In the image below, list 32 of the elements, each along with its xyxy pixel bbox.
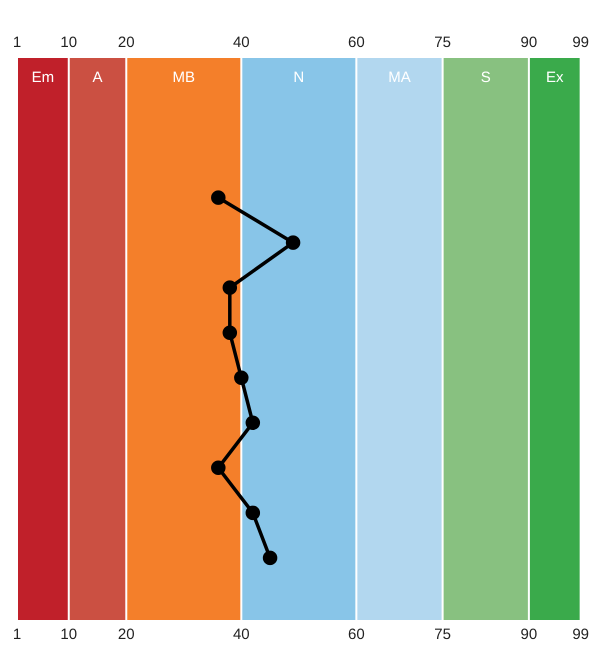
point [286,235,300,250]
x-tick-label: 90 [520,626,538,644]
x-tick-label: 10 [60,626,78,644]
x2-tick-label: 10 [60,34,78,52]
band-label: A [92,69,103,86]
point [211,190,226,205]
point [246,506,260,520]
x-tick-label: 20 [118,626,135,644]
point [211,460,226,476]
point [262,550,278,566]
x2-tick-label: 1 [12,34,22,52]
band-label: N [293,69,304,86]
x-tick-label: 1 [12,626,22,644]
point [234,370,249,385]
band-label: MA [388,69,411,86]
x-tick-label: 40 [232,626,250,644]
x2-tick-label: 99 [572,34,589,52]
x2-tick-label: 60 [348,34,365,52]
point [246,416,260,430]
band-label: Em [32,69,54,86]
x-tick-label: 75 [434,626,451,644]
x2-tick-label: 90 [520,34,538,52]
x2-tick-label: 40 [232,34,250,52]
x2-tick-label: 75 [434,34,451,52]
x-tick-label: 60 [348,626,365,644]
band-label: S [480,69,491,86]
band-label: MB [172,69,196,86]
x2-tick-label: 20 [118,34,135,52]
band-label: Ex [546,69,564,86]
point [222,325,238,340]
x-tick-label: 99 [572,626,589,644]
point [222,280,238,295]
